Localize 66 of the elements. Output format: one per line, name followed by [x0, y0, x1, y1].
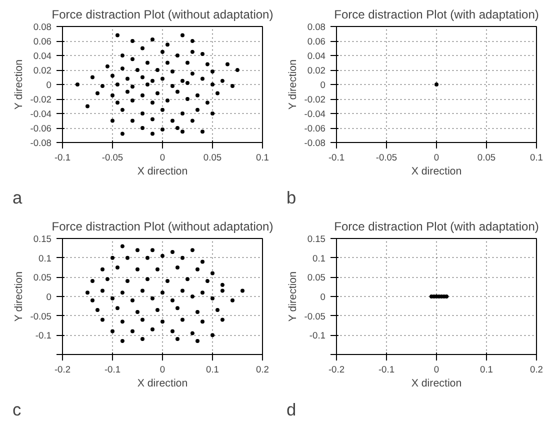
x-tick-label: -0.2 — [54, 364, 71, 374]
y-tick-label: 0.04 — [307, 51, 326, 61]
y-axis-title: Y direction — [287, 59, 300, 110]
text: d — [286, 400, 296, 420]
x-tick-label: 0 — [160, 364, 166, 374]
x-tick-label: -0.05 — [102, 152, 124, 162]
y-tick-label: -0.1 — [309, 330, 326, 341]
x-tick-label: 0.1 — [206, 364, 219, 374]
text: b — [286, 188, 296, 208]
x-axis-title: X direction — [411, 166, 462, 178]
x-tick-label: 0.2 — [256, 364, 269, 374]
y-tick-label: 0.08 — [33, 22, 52, 32]
y-tick-label: 0 — [46, 292, 52, 302]
x-tick-label: 0.05 — [203, 152, 222, 162]
y-tick-label: 0 — [46, 80, 52, 90]
x-tick-label: -0.1 — [104, 364, 121, 374]
y-tick-label: 0.02 — [33, 66, 52, 76]
x-tick-label: 0 — [434, 364, 440, 374]
y-tick-label: -0.02 — [304, 94, 326, 104]
y-tick-label: 0.15 — [307, 234, 326, 244]
y-tick-label: 0.1 — [38, 253, 52, 264]
y-tick-label: -0.08 — [304, 138, 326, 148]
x-tick-label: -0.1 — [378, 364, 395, 374]
x-tick-label: 0 — [160, 152, 166, 162]
y-tick-label: 0.05 — [307, 272, 326, 283]
text: a — [12, 188, 22, 208]
y-tick-label: -0.06 — [304, 124, 326, 134]
y-tick-label: 0 — [320, 80, 326, 90]
y-tick-label: -0.08 — [30, 138, 52, 148]
chart-title: Force distraction Plot (without adaptation) — [52, 220, 274, 234]
y-tick-label: -0.04 — [304, 109, 326, 119]
y-tick-label: 0.06 — [33, 36, 52, 46]
x-tick-label: -0.1 — [328, 152, 345, 162]
y-tick-label: 0.15 — [33, 234, 52, 244]
chart-title: Force distraction Plot (without adaptation) — [52, 8, 274, 22]
y-tick-label: 0.08 — [307, 22, 326, 32]
y-tick-label: -0.1 — [35, 330, 52, 341]
chart-title: Force distraction Plot (with adaptation) — [334, 220, 539, 234]
y-tick-label: 0.04 — [33, 51, 52, 61]
x-tick-label: -0.1 — [54, 152, 71, 162]
x-tick-label: 0.1 — [480, 364, 493, 374]
x-tick-label: 0.1 — [256, 152, 269, 162]
y-axis-title: Y direction — [13, 59, 26, 110]
y-tick-label: 0.05 — [33, 272, 52, 283]
y-tick-label: 0.06 — [307, 36, 326, 46]
text: c — [12, 400, 22, 420]
x-tick-label: 0.05 — [477, 152, 496, 162]
y-tick-label: -0.05 — [304, 311, 326, 322]
y-tick-label: 0.1 — [312, 253, 326, 264]
y-axis-title: Y direction — [13, 271, 26, 322]
y-tick-label: -0.02 — [30, 94, 52, 104]
y-tick-label: 0.02 — [307, 66, 326, 76]
y-tick-label: -0.04 — [30, 109, 52, 119]
x-tick-label: -0.2 — [328, 364, 345, 374]
chart-title: Force distraction Plot (with adaptation) — [334, 8, 539, 22]
x-axis-title: X direction — [137, 166, 188, 178]
x-tick-label: 0.2 — [530, 364, 543, 374]
y-tick-label: 0 — [320, 292, 326, 302]
y-tick-label: -0.06 — [30, 124, 52, 134]
x-tick-label: 0 — [434, 152, 440, 162]
y-axis-title: Y direction — [287, 271, 300, 322]
x-axis-title: X direction — [137, 378, 188, 390]
x-axis-title: X direction — [411, 378, 462, 390]
x-tick-label: -0.05 — [376, 152, 398, 162]
x-tick-label: 0.1 — [530, 152, 543, 162]
y-tick-label: -0.05 — [30, 311, 52, 322]
